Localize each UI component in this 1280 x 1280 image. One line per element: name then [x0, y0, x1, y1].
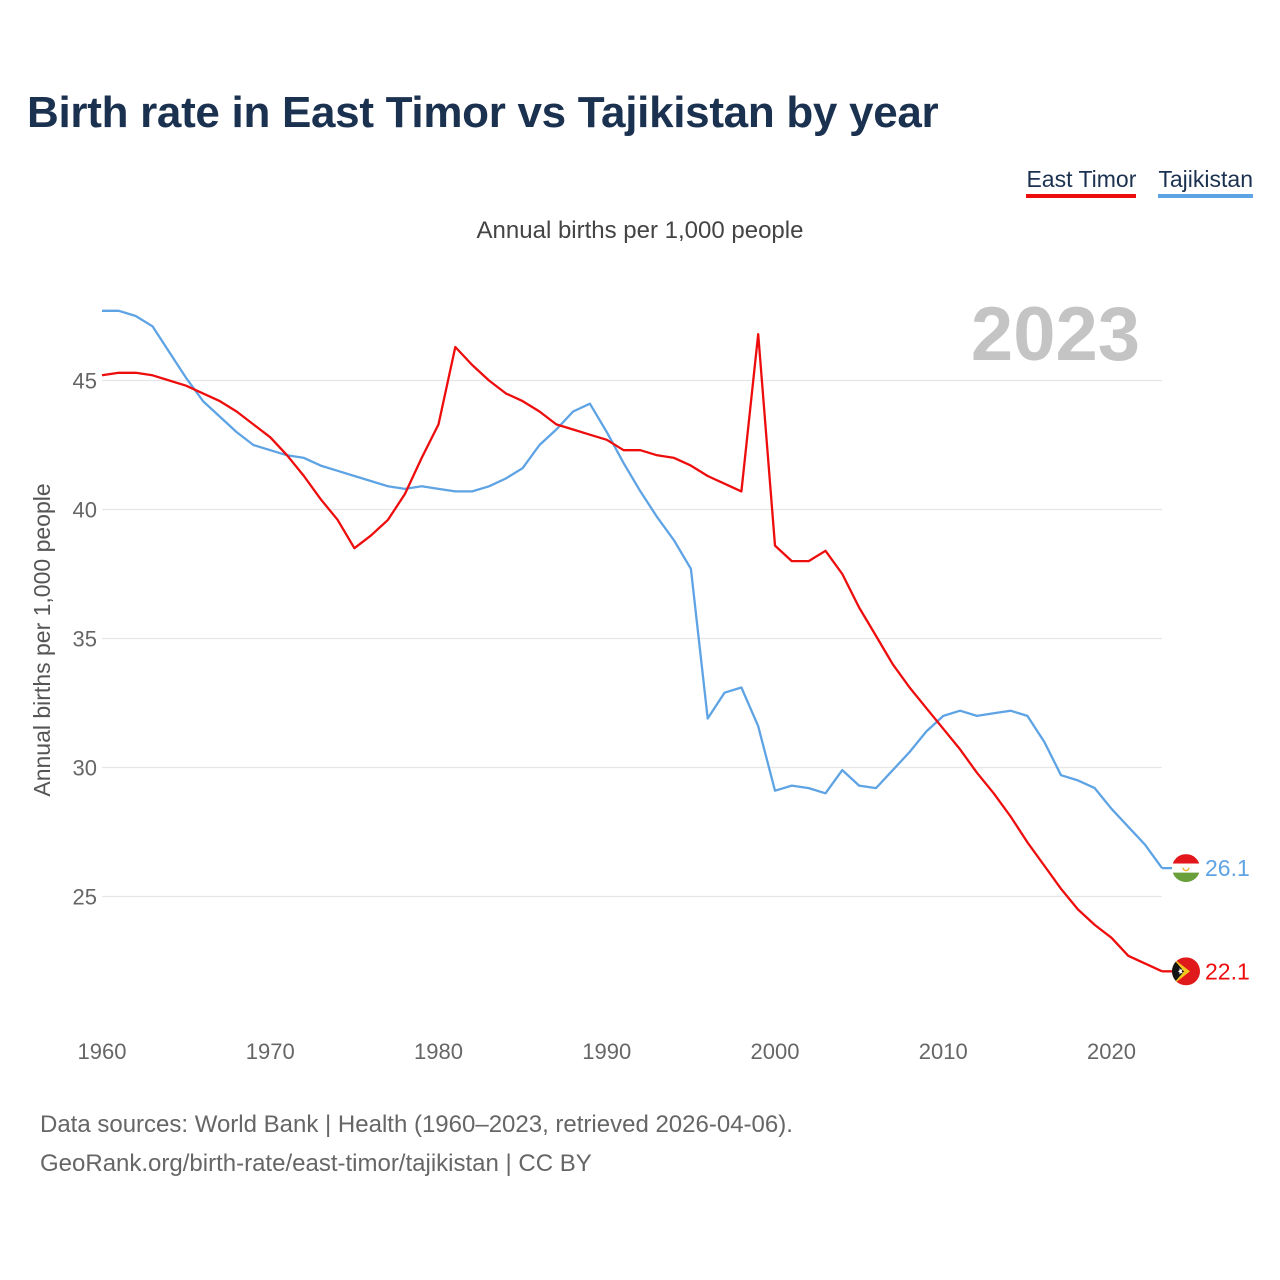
y-tick-label: 30: [73, 756, 97, 781]
y-axis-label: Annual births per 1,000 people: [29, 483, 55, 796]
y-tick-label: 45: [73, 369, 97, 394]
line-chart: 2023 25 30 35 40 45 1960 1970 1980 1990 2000 2010…: [29, 292, 1250, 1064]
x-tick-label: 2020: [1087, 1039, 1136, 1064]
footer: Data sources: World Bank | Health (1960–…: [40, 1105, 793, 1183]
legend-item-tajikistan[interactable]: Tajikistan: [1158, 166, 1253, 198]
x-tick-label: 1970: [246, 1039, 295, 1064]
chart-subtitle: Annual births per 1,000 people: [476, 217, 804, 244]
y-tick-label: 40: [73, 498, 97, 523]
x-tick-label: 2000: [751, 1039, 800, 1064]
x-tick-label: 1960: [78, 1039, 127, 1064]
series-line-tajikistan: [102, 309, 1163, 869]
y-axis-ticks: 25 30 35 40 45: [73, 369, 97, 910]
x-tick-label: 2010: [919, 1039, 968, 1064]
legend: East Timor Tajikistan: [1026, 166, 1253, 198]
y-tick-label: 25: [73, 885, 97, 910]
data-source-note: Data sources: World Bank | Health (1960–…: [40, 1111, 793, 1138]
series-line-east-timor: [101, 332, 1163, 973]
east-timor-flag-icon: [1172, 957, 1200, 986]
y-tick-label: 35: [73, 627, 97, 652]
tajikistan-flag-icon: [1172, 854, 1200, 883]
chart-title: Birth rate in East Timor vs Tajikistan b…: [27, 88, 939, 137]
series-lines: [101, 309, 1172, 973]
year-watermark: 2023: [971, 292, 1140, 377]
legend-item-east-timor[interactable]: East Timor: [1026, 166, 1137, 198]
gridlines: [102, 379, 1162, 898]
x-tick-label: 1990: [582, 1039, 631, 1064]
end-label-east-timor: 22.1: [1205, 958, 1250, 984]
end-label-tajikistan: 26.1: [1205, 855, 1250, 881]
x-tick-label: 1980: [414, 1039, 463, 1064]
end-markers: [1172, 854, 1200, 986]
source-link[interactable]: GeoRank.org/birth-rate/east-timor/tajiki…: [40, 1150, 592, 1177]
x-axis-ticks: 1960 1970 1980 1990 2000 2010 2020: [78, 1039, 1136, 1064]
